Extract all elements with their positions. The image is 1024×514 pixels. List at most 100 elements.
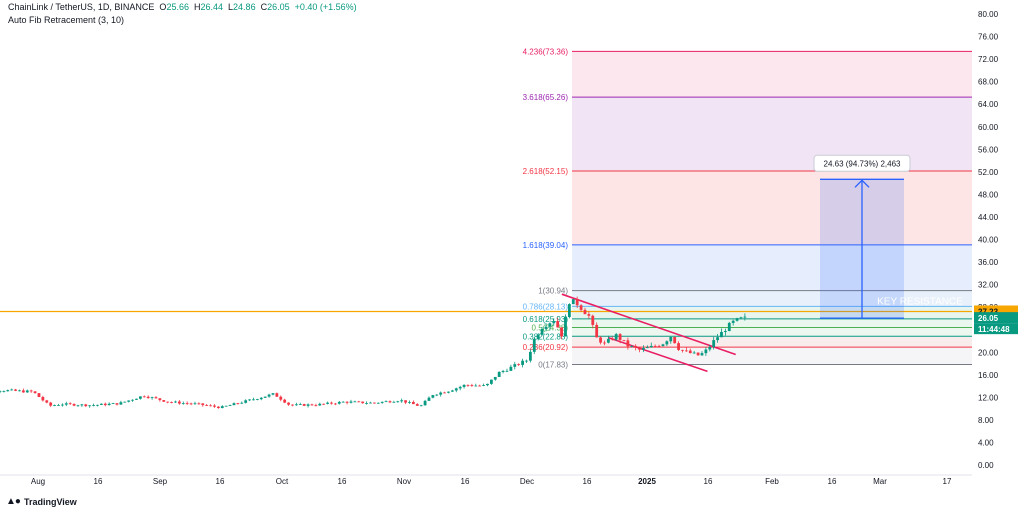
candle-body [177, 401, 181, 404]
symbol-title[interactable]: ChainLink / TetherUS, 1D, BINANCE [8, 2, 155, 12]
candle-body [704, 349, 708, 354]
candle-body [431, 395, 435, 398]
candle-body [302, 404, 306, 406]
candle-body [466, 384, 470, 386]
y-tick-label: 60.00 [978, 123, 999, 132]
candle-body [548, 323, 552, 327]
candle-body [388, 401, 392, 403]
y-tick-label: 0.00 [978, 461, 994, 470]
open-label: O [159, 2, 167, 12]
fib-zone [572, 51, 972, 98]
y-tick-label: 12.00 [978, 393, 999, 402]
annotations: 24.63 (94.73%) 2,463 KEY RESISTANCE [813, 154, 963, 319]
fib-label: 0.382(22.83) [523, 332, 569, 341]
candle-body [571, 299, 575, 305]
candle-body [708, 346, 712, 350]
candle-body [345, 401, 349, 403]
candle-body [493, 376, 497, 380]
y-tick-label: 8.00 [978, 416, 994, 425]
candle-body [665, 341, 669, 345]
candle-body [138, 396, 142, 399]
candle-body [314, 405, 318, 407]
candle-body [610, 338, 614, 340]
candle-body [458, 386, 462, 389]
candle-body [146, 396, 150, 398]
candle-body [131, 399, 134, 401]
candle-body [642, 347, 645, 350]
candle-body [587, 314, 591, 316]
candle-body [743, 316, 747, 318]
candle-body [68, 403, 72, 405]
candle-body [349, 401, 353, 403]
candle-body [119, 402, 123, 405]
price-tag [974, 312, 1018, 324]
candle-body [135, 398, 138, 400]
candle-body [486, 383, 489, 386]
candle-body [630, 346, 634, 347]
indicator-legend[interactable]: Auto Fib Retracement (3, 10) [8, 15, 125, 25]
candle-body [232, 403, 236, 406]
candle-body [470, 385, 474, 386]
high-label: H [193, 2, 201, 12]
candle-body [700, 353, 704, 356]
candle-body [528, 351, 532, 361]
fib-zone [572, 97, 972, 172]
candle-body [376, 402, 380, 404]
candle-body [263, 396, 267, 398]
candle-body [372, 402, 376, 404]
candle-body [411, 401, 415, 405]
measure-label-box [813, 154, 911, 172]
candle-body [76, 405, 80, 407]
candle-body [595, 324, 599, 338]
candle-body [462, 384, 466, 387]
candle-body [513, 364, 517, 367]
candle-body [209, 405, 212, 407]
candle-body [505, 370, 509, 372]
candle-body [653, 345, 657, 347]
candle-body [626, 340, 630, 347]
candle-body [213, 405, 216, 407]
x-tick-label: Sep [153, 477, 168, 486]
candle-body [33, 391, 37, 394]
y-tick-label: 52.00 [978, 168, 999, 177]
candle-body [720, 331, 723, 338]
candle-body [298, 404, 302, 405]
candle-body [72, 403, 76, 406]
candle-body [361, 401, 365, 404]
candle-body [669, 337, 673, 342]
x-tick-label: Dec [520, 477, 534, 486]
candle-body [259, 397, 263, 400]
candle-body [369, 402, 372, 404]
candle-body [380, 401, 384, 403]
candle-body [0, 391, 2, 393]
candle-body [618, 334, 622, 340]
y-tick-label: 68.00 [978, 78, 999, 87]
descending-channel [561, 293, 736, 373]
x-tick-label: 16 [94, 477, 103, 486]
chart-header: ChainLink / TetherUS, 1D, BINANCE O25.66… [8, 2, 357, 12]
candle-body [435, 394, 439, 396]
fib-label: 1.618(39.04) [523, 241, 569, 250]
y-tick-label: 72.00 [978, 55, 999, 64]
candle-body [201, 403, 205, 406]
candle-body [271, 393, 275, 395]
candle-body [127, 400, 131, 402]
candle-body [560, 327, 563, 337]
candle-body [275, 393, 279, 397]
channel-lower-line [608, 336, 708, 373]
close-label: C [260, 2, 268, 12]
fib-zone [572, 318, 972, 328]
candle-body [567, 304, 571, 318]
candle-body [174, 401, 177, 403]
candle-body [735, 318, 739, 321]
x-tick-label: Feb [765, 477, 779, 486]
candle-body [365, 403, 368, 404]
x-tick-label: 2025 [638, 477, 656, 486]
candle-body [287, 402, 290, 405]
candle-body [294, 404, 298, 406]
candle-body [474, 385, 478, 387]
tradingview-footer[interactable]: ▲● TradingView [6, 496, 77, 507]
open-value: 25.66 [166, 2, 189, 12]
candle-body [185, 403, 189, 404]
